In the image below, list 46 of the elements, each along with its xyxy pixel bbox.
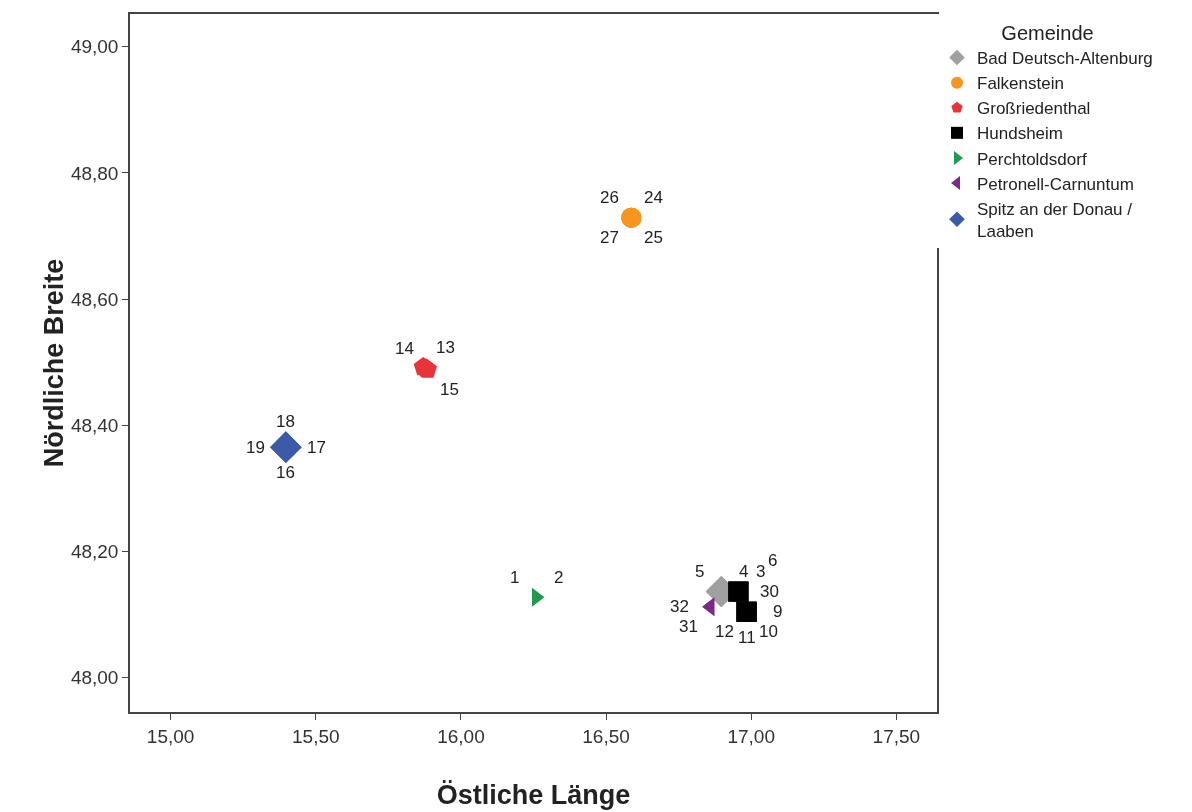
annotation: 25 — [644, 228, 663, 247]
y-tick-label: 48,80 — [70, 162, 119, 184]
y-axis-title: Nördliche Breite — [38, 258, 69, 468]
x-axis-title: Östliche Länge — [436, 779, 631, 810]
annotation: 26 — [600, 188, 619, 207]
annotation: 27 — [600, 228, 619, 247]
annotation: 31 — [679, 617, 698, 636]
annotation: 12 — [715, 622, 734, 641]
annotation: 30 — [760, 582, 779, 601]
annotation: 15 — [440, 380, 459, 399]
y-tick-label: 48,60 — [70, 288, 119, 310]
annotation: 9 — [773, 602, 783, 621]
annotation: 11 — [738, 628, 756, 647]
legend-title: Gemeinde — [1001, 22, 1094, 44]
x-tick-label: 16,50 — [582, 725, 630, 747]
x-tick-label: 17,00 — [727, 725, 775, 747]
legend-label: Großriedenthal — [977, 99, 1091, 119]
legend-label: Spitz an der Donau / Laaben — [977, 199, 1133, 241]
annotation: 3 — [756, 562, 766, 581]
annotation: 14 — [395, 339, 414, 358]
legend-label: Bad Deutsch-Altenburg — [977, 49, 1153, 69]
annotation: 1 — [510, 568, 520, 587]
x-tick-label: 15,00 — [146, 725, 195, 747]
x-tick-label: 16,00 — [437, 725, 485, 747]
annotation: 18 — [276, 412, 295, 431]
y-tick-label: 48,40 — [70, 414, 119, 436]
annotation: 19 — [246, 438, 265, 457]
y-tick-label: 48,00 — [70, 666, 119, 688]
annotation: 24 — [644, 188, 663, 207]
annotation: 17 — [307, 438, 326, 457]
annotation: 16 — [276, 463, 295, 482]
annotation: 5 — [695, 562, 705, 581]
y-tick-label: 49,00 — [70, 36, 119, 58]
annotation: 32 — [670, 597, 689, 616]
annotation: 2 — [554, 568, 564, 587]
legend-label: Perchtoldsdorf — [977, 149, 1087, 169]
legend-label: Falkenstein — [977, 74, 1064, 94]
annotation: 10 — [759, 622, 778, 641]
x-tick-label: 17,50 — [872, 725, 921, 747]
legend-label: Hundsheim — [977, 124, 1063, 144]
x-tick-label: 15,50 — [292, 725, 340, 747]
legend-label: Petronell-Carnuntum — [977, 174, 1134, 194]
annotation: 6 — [768, 551, 778, 570]
annotation: 4 — [739, 562, 749, 581]
annotation: 13 — [436, 338, 455, 357]
y-tick-label: 48,20 — [70, 540, 119, 562]
